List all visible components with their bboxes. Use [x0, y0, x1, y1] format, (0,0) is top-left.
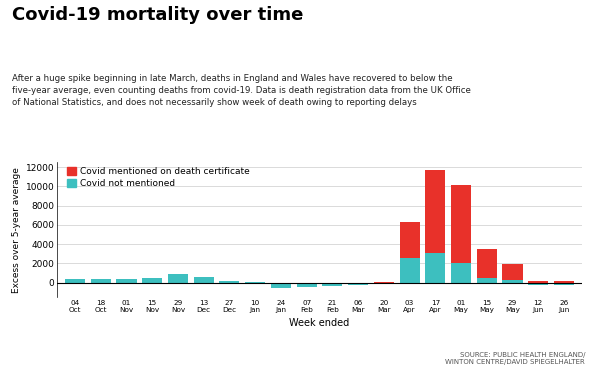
Bar: [348, 283, 368, 284]
Bar: [425, 170, 445, 253]
Bar: [502, 280, 523, 283]
Bar: [554, 281, 574, 283]
Bar: [400, 222, 419, 258]
Bar: [528, 281, 548, 283]
Text: Covid-19 mortality over time: Covid-19 mortality over time: [12, 6, 304, 24]
Bar: [245, 282, 265, 283]
Text: After a huge spike beginning in late March, deaths in England and Wales have rec: After a huge spike beginning in late Mar…: [12, 74, 471, 107]
Bar: [400, 258, 419, 283]
Bar: [528, 283, 548, 284]
Bar: [477, 249, 497, 278]
Bar: [220, 281, 239, 283]
Bar: [91, 279, 111, 283]
Bar: [142, 278, 162, 283]
Bar: [451, 185, 471, 263]
Bar: [168, 275, 188, 283]
Bar: [271, 283, 291, 288]
Bar: [322, 283, 343, 286]
Legend: Covid mentioned on death certificate, Covid not mentioned: Covid mentioned on death certificate, Co…: [67, 167, 250, 188]
Text: SOURCE: PUBLIC HEALTH ENGLAND/
WINTON CENTRE/DAVID SPIEGELHALTER: SOURCE: PUBLIC HEALTH ENGLAND/ WINTON CE…: [445, 352, 585, 365]
Bar: [374, 282, 394, 283]
Bar: [194, 277, 214, 283]
Bar: [554, 283, 574, 284]
Bar: [425, 253, 445, 283]
X-axis label: Week ended: Week ended: [289, 318, 350, 328]
Bar: [116, 279, 137, 283]
Bar: [477, 278, 497, 283]
Bar: [296, 283, 317, 287]
Bar: [502, 264, 523, 280]
Bar: [65, 279, 85, 283]
Bar: [451, 263, 471, 283]
Y-axis label: Excess over 5-year average: Excess over 5-year average: [13, 167, 22, 293]
